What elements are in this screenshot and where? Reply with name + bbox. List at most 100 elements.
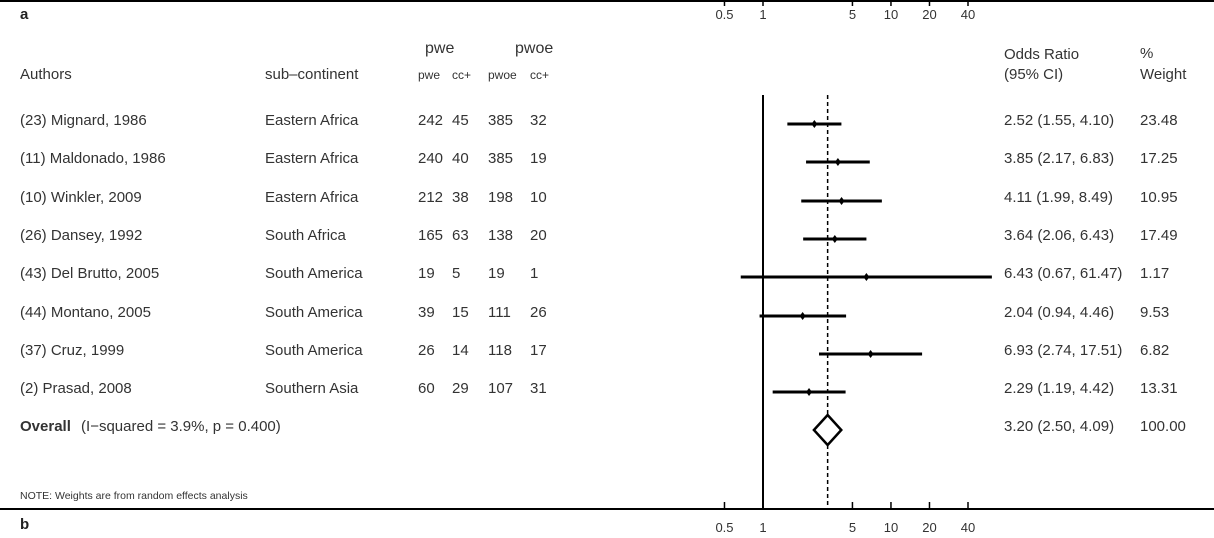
bottom-axis-tick-label: 40 [961,520,975,535]
study-author: (37) Cruz, 1999 [20,342,125,359]
point-estimate [799,312,806,320]
overall-diamond [812,413,843,447]
study-pwoe-cc: 31 [530,380,547,397]
bottom-axis-tick-label: 20 [922,520,936,535]
bottom-axis-tick-label: 10 [884,520,898,535]
header-pwe: pwe [418,68,441,82]
overall-label: Overall [20,418,71,435]
study-region: Eastern Africa [265,189,359,206]
study-author: (44) Montano, 2005 [20,304,151,321]
study-author: (10) Winkler, 2009 [20,189,142,206]
study-pwe-cc: 5 [452,265,461,282]
overall-row: Overall (I−squared = 3.9%, p = 0.400) [20,418,281,435]
top-axis-tick-label: 20 [922,7,936,22]
study-weight: 23.48 [1140,112,1178,129]
header-group-pwe: pwe [425,40,455,57]
study-region: South America [265,265,363,282]
study-ci: 4.11 (1.99, 8.49) [1004,189,1113,206]
study-region: Eastern Africa [265,112,359,129]
bottom-axis-tick-label: 0.5 [715,520,733,535]
study-pwe: 26 [418,342,435,359]
study-pwoe-cc: 26 [530,304,547,321]
header-authors: Authors [20,66,72,83]
study-pwoe-cc: 20 [530,227,547,244]
point-estimate [806,388,813,396]
study-ci: 6.93 (2.74, 17.51) [1004,342,1123,359]
study-ci: 2.52 (1.55, 4.10) [1004,112,1115,129]
study-weight: 17.49 [1140,227,1178,244]
study-pwe: 60 [418,380,435,397]
top-axis-tick-label: 1 [759,7,766,22]
study-weight: 10.95 [1140,189,1178,206]
study-weight: 6.82 [1140,342,1170,359]
study-ci: 6.43 (0.67, 61.47) [1004,265,1123,282]
study-weight: 1.17 [1140,265,1170,282]
point-estimate [831,235,838,243]
header-odds-ratio: Odds Ratio [1004,46,1080,63]
study-weight: 13.31 [1140,380,1178,397]
overall-stats: (I−squared = 3.9%, p = 0.400) [81,418,281,435]
study-author: (11) Maldonado, 1986 [20,150,166,167]
top-axis-tick-label: 40 [961,7,975,22]
study-pwe: 240 [418,150,444,167]
study-pwe: 242 [418,112,444,129]
study-pwe: 19 [418,265,435,282]
overall-ci: 3.20 (2.50, 4.09) [1004,418,1115,435]
top-axis-tick-label: 10 [884,7,898,22]
study-pwoe: 107 [488,380,514,397]
study-pwe: 165 [418,227,444,244]
point-estimate [867,350,874,358]
point-estimate [863,273,870,281]
study-pwoe: 118 [488,342,512,359]
header-subcontinent: sub–continent [265,66,359,83]
study-author: (43) Del Brutto, 2005 [20,265,160,282]
study-pwoe: 385 [488,150,514,167]
study-pwe: 212 [418,189,444,206]
bottom-axis-tick-label: 5 [849,520,856,535]
panel-label-b: b [20,516,30,533]
study-region: South America [265,304,363,321]
study-region: South America [265,342,363,359]
header-pwoe-cc: cc+ [530,68,550,82]
header-group-pwoe: pwoe [515,40,554,57]
study-pwe-cc: 63 [452,227,469,244]
study-pwe-cc: 40 [452,150,469,167]
study-weight: 9.53 [1140,304,1170,321]
header-ci: (95% CI) [1004,66,1064,83]
study-pwoe: 198 [488,189,514,206]
study-pwe-cc: 38 [452,189,469,206]
study-region: South Africa [265,227,346,244]
point-estimate [811,120,818,128]
study-pwe-cc: 15 [452,304,469,321]
study-author: (2) Prasad, 2008 [20,380,132,397]
bottom-axis-tick-label: 1 [759,520,766,535]
weights-note: NOTE: Weights are from random effects an… [20,490,248,502]
point-estimate [834,158,841,166]
study-pwe: 39 [418,304,435,321]
top-axis-tick-label: 5 [849,7,856,22]
study-pwe-cc: 45 [452,112,469,129]
study-pwoe-cc: 1 [530,265,539,282]
header-pwoe: pwoe [488,68,517,82]
study-ci: 2.29 (1.19, 4.42) [1004,380,1115,397]
study-region: Eastern Africa [265,150,359,167]
top-rule [0,0,1214,2]
study-region: Southern Asia [265,380,359,397]
study-pwoe-cc: 32 [530,112,547,129]
study-author: (23) Mignard, 1986 [20,112,147,129]
study-pwoe: 385 [488,112,514,129]
study-pwoe: 111 [488,304,511,321]
study-pwoe: 19 [488,265,505,282]
study-pwoe: 138 [488,227,514,244]
study-weight: 17.25 [1140,150,1178,167]
header-pwe-cc: cc+ [452,68,472,82]
top-axis-tick-label: 0.5 [715,7,733,22]
study-ci: 3.85 (2.17, 6.83) [1004,150,1115,167]
study-ci: 3.64 (2.06, 6.43) [1004,227,1115,244]
study-pwoe-cc: 10 [530,189,547,206]
header-weight: Weight [1140,66,1187,83]
point-estimate [838,197,845,205]
study-pwe-cc: 14 [452,342,469,359]
panel-label-a: a [20,6,29,23]
